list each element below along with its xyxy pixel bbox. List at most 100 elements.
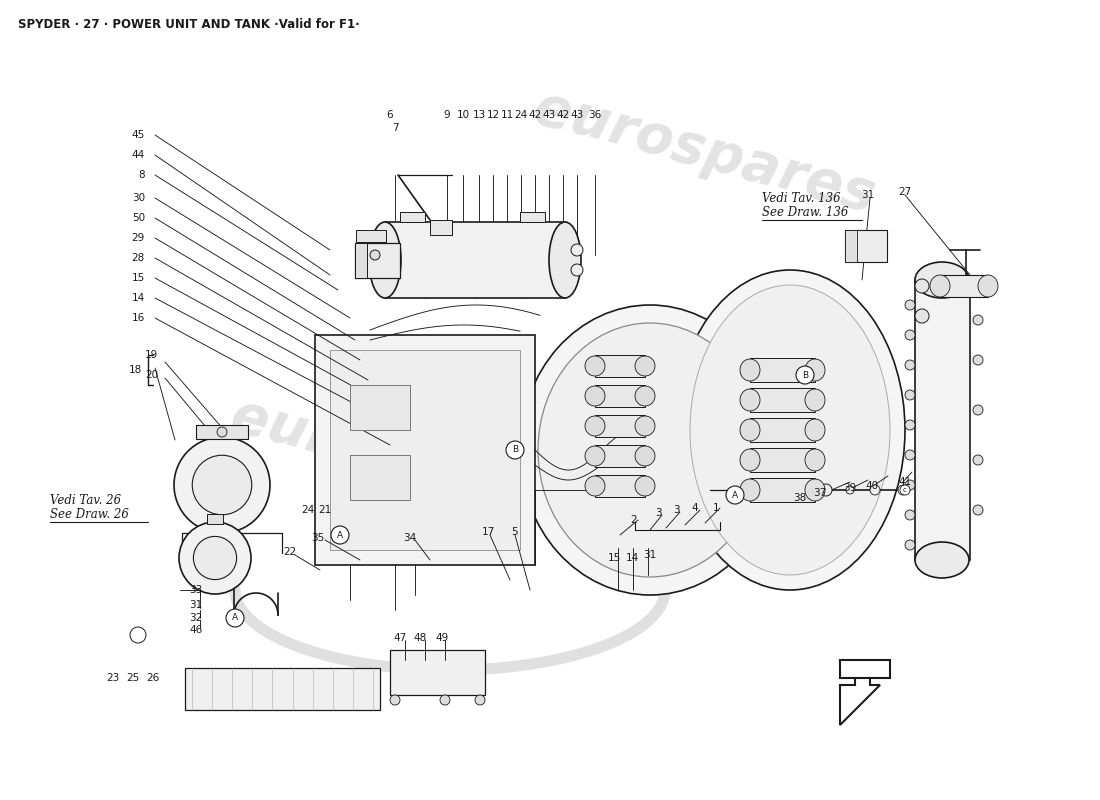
Circle shape bbox=[571, 244, 583, 256]
Bar bbox=[355, 243, 367, 278]
Bar bbox=[185, 668, 380, 710]
Circle shape bbox=[905, 450, 915, 460]
Circle shape bbox=[475, 695, 485, 705]
Bar bbox=[400, 212, 425, 222]
Bar bbox=[750, 448, 815, 472]
Text: 14: 14 bbox=[132, 293, 145, 303]
Text: 19: 19 bbox=[145, 350, 158, 360]
Ellipse shape bbox=[538, 323, 762, 577]
Circle shape bbox=[820, 484, 832, 496]
Circle shape bbox=[915, 309, 930, 323]
Text: SPYDER · 27 · POWER UNIT AND TANK ·Valid for F1·: SPYDER · 27 · POWER UNIT AND TANK ·Valid… bbox=[18, 18, 360, 31]
Text: 22: 22 bbox=[284, 547, 297, 557]
Bar bbox=[595, 355, 645, 377]
Bar bbox=[750, 478, 815, 502]
Text: B: B bbox=[802, 370, 808, 379]
Bar bbox=[845, 230, 887, 262]
Circle shape bbox=[905, 360, 915, 370]
Circle shape bbox=[370, 250, 379, 260]
Text: 10: 10 bbox=[456, 110, 470, 120]
Bar bbox=[430, 220, 452, 235]
Bar bbox=[840, 660, 890, 678]
Circle shape bbox=[898, 485, 907, 495]
Circle shape bbox=[726, 486, 744, 504]
Text: 26: 26 bbox=[146, 673, 160, 683]
Ellipse shape bbox=[635, 476, 654, 496]
Circle shape bbox=[915, 279, 930, 293]
Text: 36: 36 bbox=[588, 110, 602, 120]
Circle shape bbox=[905, 510, 915, 520]
Text: 3: 3 bbox=[673, 505, 680, 515]
Text: A: A bbox=[732, 490, 738, 499]
Ellipse shape bbox=[549, 222, 581, 298]
Circle shape bbox=[905, 420, 915, 430]
Text: 13: 13 bbox=[472, 110, 485, 120]
Ellipse shape bbox=[915, 542, 969, 578]
Circle shape bbox=[390, 695, 400, 705]
Text: 31: 31 bbox=[644, 550, 657, 560]
Bar bbox=[595, 415, 645, 437]
Text: 42: 42 bbox=[557, 110, 570, 120]
Bar bbox=[940, 275, 988, 297]
Circle shape bbox=[226, 609, 244, 627]
Text: 47: 47 bbox=[394, 633, 407, 643]
Bar bbox=[330, 350, 520, 550]
Text: 33: 33 bbox=[189, 585, 202, 595]
Bar bbox=[350, 385, 410, 430]
Text: 43: 43 bbox=[542, 110, 556, 120]
Circle shape bbox=[174, 437, 270, 533]
Ellipse shape bbox=[915, 262, 969, 298]
Bar bbox=[207, 514, 223, 524]
Bar bbox=[750, 388, 815, 412]
Text: 6: 6 bbox=[387, 110, 394, 120]
Ellipse shape bbox=[635, 416, 654, 436]
Circle shape bbox=[974, 315, 983, 325]
Circle shape bbox=[194, 536, 236, 579]
Ellipse shape bbox=[635, 386, 654, 406]
Circle shape bbox=[905, 300, 915, 310]
Circle shape bbox=[796, 366, 814, 384]
Ellipse shape bbox=[805, 479, 825, 501]
Text: 20: 20 bbox=[145, 370, 158, 380]
Text: 50: 50 bbox=[132, 213, 145, 223]
Text: 35: 35 bbox=[311, 533, 324, 543]
Text: 14: 14 bbox=[626, 553, 639, 563]
Ellipse shape bbox=[585, 416, 605, 436]
Text: 16: 16 bbox=[132, 313, 145, 323]
Circle shape bbox=[440, 695, 450, 705]
Text: See Draw. 136: See Draw. 136 bbox=[762, 206, 848, 219]
Text: eurospares: eurospares bbox=[226, 389, 578, 531]
Text: 21: 21 bbox=[318, 505, 331, 515]
Ellipse shape bbox=[585, 386, 605, 406]
Ellipse shape bbox=[635, 356, 654, 376]
Bar bbox=[750, 418, 815, 442]
Text: 15: 15 bbox=[607, 553, 620, 563]
Ellipse shape bbox=[740, 359, 760, 381]
Text: 49: 49 bbox=[436, 633, 449, 643]
Text: See Draw. 26: See Draw. 26 bbox=[50, 509, 129, 522]
Text: 28: 28 bbox=[132, 253, 145, 263]
Text: 24: 24 bbox=[301, 505, 315, 515]
Text: A: A bbox=[232, 614, 238, 622]
Text: 25: 25 bbox=[126, 673, 140, 683]
Circle shape bbox=[130, 627, 146, 643]
Text: 46: 46 bbox=[189, 625, 202, 635]
Bar bbox=[350, 455, 410, 500]
Ellipse shape bbox=[585, 476, 605, 496]
Circle shape bbox=[905, 390, 915, 400]
Ellipse shape bbox=[740, 419, 760, 441]
Bar bbox=[385, 222, 565, 298]
Circle shape bbox=[974, 355, 983, 365]
Bar bbox=[315, 335, 535, 565]
Text: eurospares: eurospares bbox=[528, 81, 880, 223]
Ellipse shape bbox=[978, 275, 998, 297]
Text: 8: 8 bbox=[139, 170, 145, 180]
Ellipse shape bbox=[690, 285, 890, 575]
Text: 44: 44 bbox=[132, 150, 145, 160]
Ellipse shape bbox=[585, 446, 605, 466]
Ellipse shape bbox=[740, 449, 760, 471]
Text: 2: 2 bbox=[630, 515, 637, 525]
Text: 42: 42 bbox=[528, 110, 541, 120]
Text: 45: 45 bbox=[132, 130, 145, 140]
Text: 1: 1 bbox=[713, 503, 719, 513]
